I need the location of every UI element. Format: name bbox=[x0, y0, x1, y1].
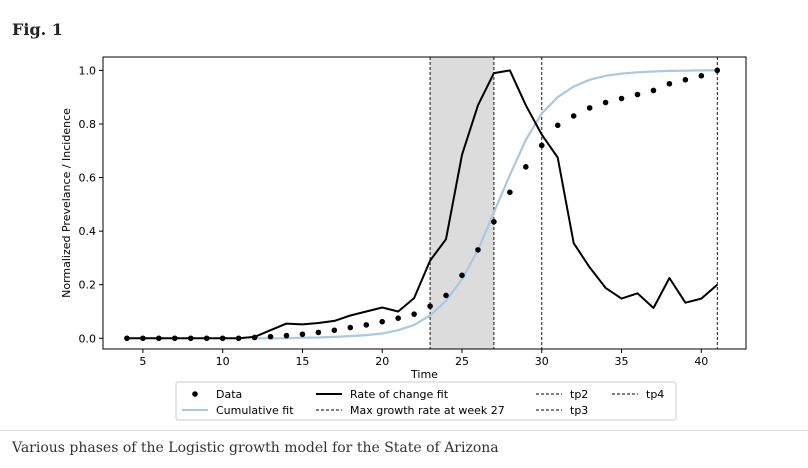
data-point bbox=[475, 247, 481, 253]
legend-entry: tp4 bbox=[612, 388, 664, 401]
y-tick-label: 0.8 bbox=[79, 118, 97, 131]
data-point bbox=[315, 329, 322, 336]
x-axis-label: Time bbox=[410, 368, 438, 381]
data-points-layer bbox=[124, 67, 721, 342]
x-tick-label: 5 bbox=[139, 355, 146, 368]
legend-entry: Rate of change fit bbox=[316, 388, 449, 401]
legend-box bbox=[175, 381, 677, 421]
data-point bbox=[171, 335, 178, 342]
data-point bbox=[507, 189, 513, 196]
chart: 5 10 15 20 25 30 35 40 0.00.20.40.60.81.0 Time … bbox=[60, 56, 747, 421]
cumulative-fit-layer bbox=[254, 69, 718, 340]
data-point bbox=[124, 335, 130, 342]
x-tick-label: 20 bbox=[375, 355, 389, 368]
legend-label: Rate of change fit bbox=[350, 388, 449, 401]
rate-fit-layer bbox=[126, 69, 718, 340]
y-tick-label: 1.0 bbox=[79, 64, 97, 77]
figure-caption: Various phases of the Logistic growth mo… bbox=[12, 440, 499, 456]
x-tick-label: 25 bbox=[455, 355, 469, 368]
plot-frame bbox=[102, 56, 747, 350]
data-point bbox=[219, 335, 226, 342]
y-ticks: 0.0 0.2 0.4 0.6 0.8 1.0 bbox=[79, 64, 103, 345]
x-tick-label: 10 bbox=[216, 355, 230, 368]
data-point bbox=[570, 113, 577, 119]
data-point bbox=[586, 105, 593, 111]
vertical-lines-layer bbox=[429, 57, 718, 349]
y-tick-label: 0.4 bbox=[79, 225, 97, 238]
data-point bbox=[411, 311, 417, 317]
x-tick-label: 15 bbox=[295, 355, 309, 368]
data-point bbox=[427, 303, 433, 309]
legend-label: tp4 bbox=[646, 388, 664, 401]
shaded-region bbox=[430, 57, 494, 349]
legend-entry: tp3 bbox=[536, 404, 588, 417]
data-point bbox=[203, 335, 210, 342]
cumulative-fit-line bbox=[254, 69, 718, 340]
legend-entry: tp2 bbox=[536, 388, 588, 401]
legend-label: tp3 bbox=[570, 404, 588, 417]
data-point bbox=[283, 332, 290, 339]
data-point bbox=[538, 142, 545, 149]
y-tick-label: 0.6 bbox=[79, 172, 97, 185]
data-point bbox=[459, 272, 465, 279]
data-point bbox=[634, 91, 641, 98]
data-point bbox=[491, 218, 497, 225]
legend-swatch bbox=[192, 391, 198, 397]
y-axis-label: Normalized Prevelance / Incidence bbox=[60, 108, 73, 298]
rate-of-change-fit-line bbox=[126, 69, 718, 340]
legend-entry: Cumulative fit bbox=[182, 404, 294, 417]
data-point bbox=[251, 334, 258, 341]
data-point bbox=[554, 122, 561, 129]
figure-label: Fig. 1 bbox=[12, 20, 63, 39]
data-point bbox=[187, 335, 194, 342]
data-point bbox=[523, 164, 529, 170]
data-point bbox=[698, 72, 705, 79]
data-point bbox=[379, 318, 386, 325]
legend-entry: Max growth rate at week 27 bbox=[316, 404, 505, 417]
y-tick-label: 0.2 bbox=[79, 279, 97, 292]
legend-entry: Data bbox=[192, 388, 242, 401]
data-point bbox=[299, 331, 306, 338]
data-point bbox=[156, 335, 162, 342]
y-tick-label: 0.0 bbox=[79, 332, 97, 345]
data-point bbox=[682, 76, 689, 83]
legend-entries: Data Cumulative fit Rate of change fit Max … bbox=[182, 388, 664, 417]
legend: Data Cumulative fit Rate of change fit Max … bbox=[175, 381, 677, 421]
data-point bbox=[347, 324, 354, 331]
data-point bbox=[443, 292, 449, 299]
legend-label: Data bbox=[216, 388, 242, 401]
legend-label: Cumulative fit bbox=[216, 404, 294, 417]
x-tick-label: 40 bbox=[694, 355, 708, 368]
data-point bbox=[363, 322, 370, 328]
data-point bbox=[602, 99, 609, 106]
caption-divider bbox=[0, 430, 808, 431]
data-point bbox=[235, 335, 242, 342]
data-point bbox=[331, 327, 338, 334]
shaded-region-layer bbox=[430, 57, 494, 349]
x-tick-label: 35 bbox=[615, 355, 629, 368]
data-point bbox=[140, 335, 146, 342]
data-point bbox=[714, 67, 721, 74]
x-tick-label: 30 bbox=[535, 355, 549, 368]
data-point bbox=[650, 87, 657, 94]
data-point bbox=[395, 315, 401, 321]
data-point bbox=[666, 80, 673, 87]
data-point bbox=[618, 95, 625, 102]
legend-label: tp2 bbox=[570, 388, 588, 401]
data-point bbox=[267, 333, 274, 340]
legend-label: Max growth rate at week 27 bbox=[350, 404, 505, 417]
x-ticks: 5 10 15 20 25 30 35 40 bbox=[139, 349, 708, 368]
